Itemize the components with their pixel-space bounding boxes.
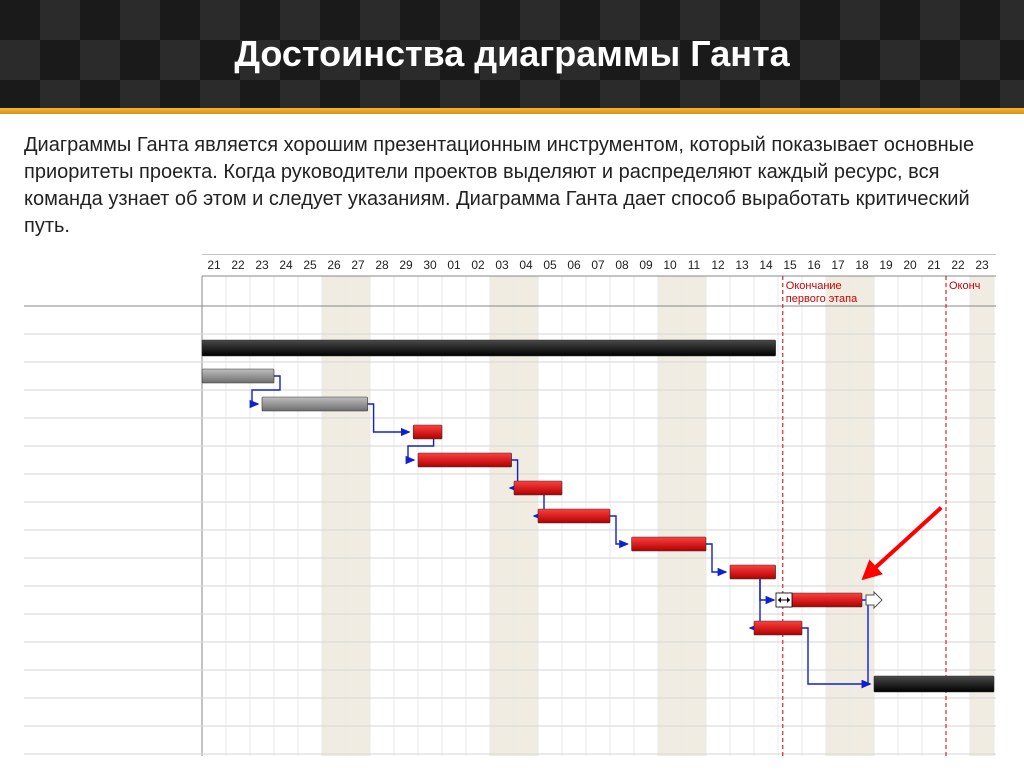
svg-text:23: 23	[975, 258, 989, 272]
svg-text:14: 14	[759, 258, 773, 272]
svg-text:09: 09	[639, 258, 653, 272]
svg-text:19: 19	[879, 258, 893, 272]
svg-text:10: 10	[663, 258, 677, 272]
svg-text:Оконч: Оконч	[949, 280, 980, 292]
svg-text:29: 29	[399, 258, 413, 272]
svg-text:06: 06	[567, 258, 581, 272]
svg-text:24: 24	[279, 258, 293, 272]
svg-text:первого этапа: первого этапа	[786, 293, 858, 305]
svg-text:23: 23	[255, 258, 269, 272]
svg-text:28: 28	[375, 258, 389, 272]
gantt-svg: 21 22 23 24 25 26 27 28 29 30 01 02 03 04 05 06 07 08 09 10…	[24, 254, 996, 756]
svg-text:20: 20	[903, 258, 917, 272]
svg-text:18: 18	[855, 258, 869, 272]
svg-text:16: 16	[807, 258, 821, 272]
slide-header: Достоинства диаграммы Ганта	[0, 0, 1024, 108]
svg-text:17: 17	[831, 258, 845, 272]
svg-text:12: 12	[711, 258, 725, 272]
svg-text:11: 11	[688, 258, 701, 272]
svg-text:05: 05	[543, 258, 557, 272]
svg-text:08: 08	[615, 258, 629, 272]
slide-title: Достоинства диаграммы Ганта	[234, 33, 789, 75]
svg-text:15: 15	[783, 258, 797, 272]
svg-text:01: 01	[447, 258, 461, 272]
svg-text:07: 07	[591, 258, 605, 272]
svg-text:21: 21	[207, 258, 221, 272]
svg-text:22: 22	[231, 258, 245, 272]
svg-text:03: 03	[495, 258, 509, 272]
intro-text: Диаграммы Ганта является хорошим презент…	[24, 132, 1000, 240]
gantt-chart: 21 22 23 24 25 26 27 28 29 30 01 02 03 04 05 06 07 08 09 10…	[24, 254, 1000, 774]
svg-text:13: 13	[735, 258, 749, 272]
slide-content: Диаграммы Ганта является хорошим презент…	[0, 114, 1024, 774]
svg-text:27: 27	[351, 258, 365, 272]
svg-text:04: 04	[519, 258, 533, 272]
svg-text:30: 30	[423, 258, 437, 272]
svg-text:26: 26	[327, 258, 341, 272]
svg-text:Окончание: Окончание	[786, 280, 842, 292]
svg-text:02: 02	[471, 258, 485, 272]
svg-text:25: 25	[303, 258, 317, 272]
svg-text:21: 21	[927, 258, 941, 272]
svg-text:22: 22	[951, 258, 965, 272]
